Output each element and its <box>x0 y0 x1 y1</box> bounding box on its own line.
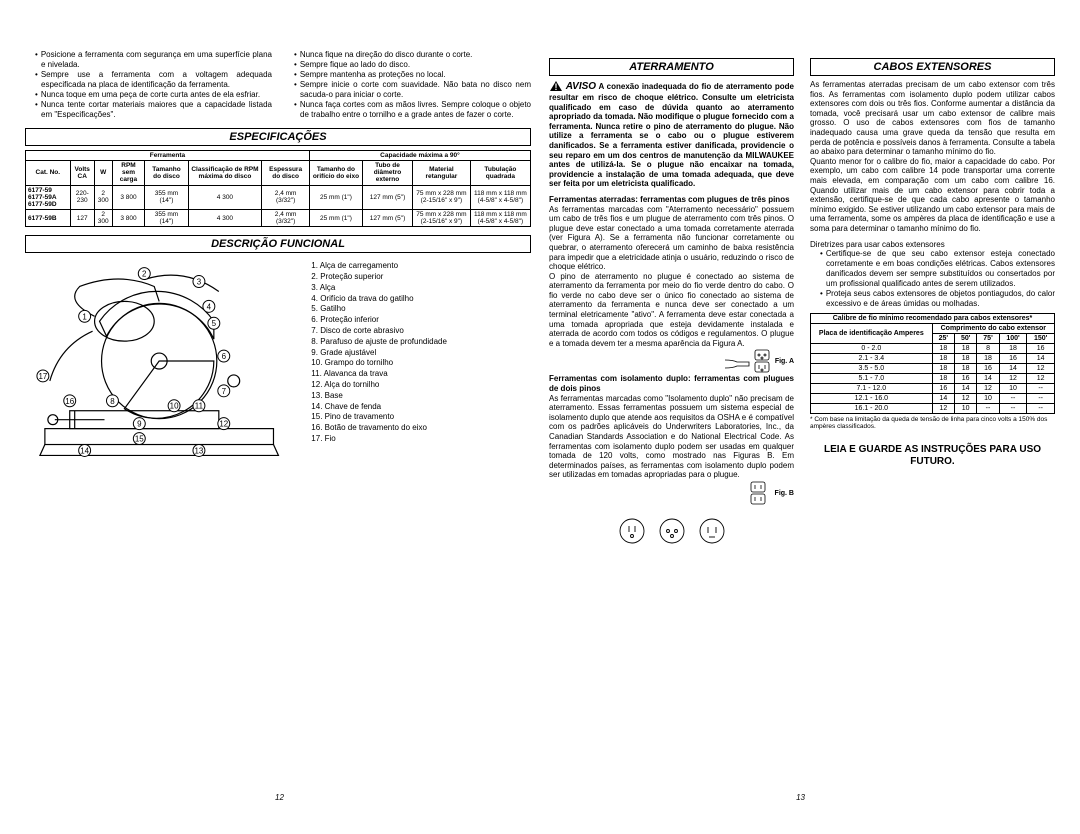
safety-bullet: Sempre use a ferramenta com a voltagem a… <box>35 70 272 90</box>
double-ins-body: As ferramentas marcadas como "Isolamento… <box>549 394 794 480</box>
page-13: ATERRAMENTO ! AVISO A conexão inadequada… <box>549 50 1055 790</box>
ext-row: 2.1 - 3.41818181614 <box>811 353 1055 363</box>
spec-row: 6177-59 6177-59A 6177-59D220-2302 3003 8… <box>26 185 531 209</box>
ext-footnote: * Com base na limitação da queda de tens… <box>810 416 1055 430</box>
plug-a-icon <box>723 348 773 374</box>
func-item: 7. Disco de corte abrasivo <box>311 326 531 337</box>
warning-icon: ! <box>549 80 563 92</box>
svg-text:6: 6 <box>222 352 227 361</box>
svg-text:8: 8 <box>110 397 115 406</box>
func-item: 9. Grade ajustável <box>311 348 531 359</box>
safety-bullet: Nunca toque em uma peça de corte curta a… <box>35 90 272 100</box>
func-item: 17. Fio <box>311 434 531 445</box>
svg-text:15: 15 <box>135 435 144 444</box>
ext-row: 3.5 - 5.01818161412 <box>811 363 1055 373</box>
func-item: 4. Orifício da trava do gatilho <box>311 294 531 305</box>
func-item: 15. Pino de travamento <box>311 412 531 423</box>
func-item: 10. Grampo do tornilho <box>311 358 531 369</box>
fig-a-row: Fig. A <box>549 348 794 374</box>
safety-bullet: Nunca fique na direção do disco durante … <box>294 50 531 60</box>
func-item: 13. Base <box>311 391 531 402</box>
safety-bullet: Sempre fique ao lado do disco. <box>294 60 531 70</box>
func-item: 14. Chave de fenda <box>311 402 531 413</box>
svg-text:7: 7 <box>222 387 227 396</box>
safety-bullet: Posicione a ferramenta com segurança em … <box>35 50 272 70</box>
svg-text:3: 3 <box>197 278 202 287</box>
safety-bullets: Posicione a ferramenta com segurança em … <box>25 50 531 120</box>
svg-text:14: 14 <box>80 447 89 456</box>
svg-text:13: 13 <box>195 447 204 456</box>
func-item: 11. Alavanca da trava <box>311 369 531 380</box>
header-descricao: DESCRIÇÃO FUNCIONAL <box>25 235 531 253</box>
func-item: 5. Gatilho <box>311 304 531 315</box>
functional-list: 1. Alça de carregamento2. Proteção super… <box>311 261 531 471</box>
ext-row: 12.1 - 16.0141210---- <box>811 393 1055 403</box>
header-aterramento: ATERRAMENTO <box>549 58 794 76</box>
svg-text:16: 16 <box>65 397 74 406</box>
fig-b-row: Fig. B <box>549 480 794 506</box>
spec-table: FerramentaCapacidade máxima a 90°Cat. No… <box>25 150 531 227</box>
diretrizes-list: Certifique-se de que seu cabo extensor e… <box>810 249 1055 309</box>
aviso-block: ! AVISO A conexão inadequada do fio de a… <box>549 80 794 189</box>
diretriz-item: Proteja seus cabos extensores de objetos… <box>820 289 1055 309</box>
tool-diagram: 1234567891011121314151617 <box>25 261 303 471</box>
svg-text:11: 11 <box>195 402 204 411</box>
svg-text:4: 4 <box>207 303 212 312</box>
svg-text:9: 9 <box>137 420 142 429</box>
safety-bullet: Nunca faça cortes com as mãos livres. Se… <box>294 100 531 120</box>
safety-bullet: Nunca tente cortar materiais maiores que… <box>35 100 272 120</box>
func-item: 6. Proteção inferior <box>311 315 531 326</box>
svg-text:10: 10 <box>170 402 179 411</box>
grounded-body-1: As ferramentas marcadas com "Aterramento… <box>549 205 794 272</box>
svg-text:2: 2 <box>142 270 147 279</box>
cabos-body-1: As ferramentas aterradas precisam de um … <box>810 80 1055 157</box>
cabos-body-2: Quanto menor for o calibre do fio, maior… <box>810 157 1055 234</box>
func-item: 12. Alça do tornilho <box>311 380 531 391</box>
ext-row: 0 - 2.0181881816 <box>811 343 1055 353</box>
outlets-icon <box>617 516 727 546</box>
page-number-13: 13 <box>796 793 805 802</box>
svg-text:12: 12 <box>219 420 228 429</box>
ext-row: 7.1 - 12.016141210-- <box>811 383 1055 393</box>
ext-row: 5.1 - 7.01816141212 <box>811 373 1055 383</box>
svg-text:17: 17 <box>38 372 47 381</box>
func-item: 2. Proteção superior <box>311 272 531 283</box>
header-cabos: CABOS EXTENSORES <box>810 58 1055 76</box>
safety-bullet: Sempre mantenha as proteções no local. <box>294 70 531 80</box>
read-save-instructions: LEIA E GUARDE AS INSTRUÇÕES PARA USO FUT… <box>810 444 1055 468</box>
grounded-tools-title: Ferramentas aterradas: ferramentas com p… <box>549 195 794 205</box>
aviso-label: AVISO <box>566 81 596 92</box>
double-ins-title: Ferramentas com isolamento duplo: ferram… <box>549 374 794 393</box>
safety-bullet: Sempre inicie o corte com suavidade. Não… <box>294 80 531 100</box>
ext-row: 16.1 - 20.01210------ <box>811 403 1055 413</box>
extension-cord-table: Calibre de fio mínimo recomendado para c… <box>810 313 1055 414</box>
svg-text:5: 5 <box>212 320 217 329</box>
diretrizes-title: Diretrizes para usar cabos extensores <box>810 240 1055 249</box>
svg-text:1: 1 <box>82 313 87 322</box>
svg-text:!: ! <box>555 82 558 92</box>
func-item: 16. Botão de travamento do eixo <box>311 423 531 434</box>
func-item: 1. Alça de carregamento <box>311 261 531 272</box>
page-12: Posicione a ferramenta com segurança em … <box>25 50 531 790</box>
func-item: 3. Alça <box>311 283 531 294</box>
header-especificacoes: ESPECIFICAÇÕES <box>25 128 531 146</box>
func-item: 8. Parafuso de ajuste de profundidade <box>311 337 531 348</box>
outlet-row <box>549 516 794 548</box>
grounded-body-2: O pino de aterramento no plugue é conect… <box>549 272 794 349</box>
page-number-12: 12 <box>275 793 284 802</box>
spec-row: 6177-59B1272 3003 800355 mm (14")4 3002,… <box>26 209 531 226</box>
diretriz-item: Certifique-se de que seu cabo extensor e… <box>820 249 1055 289</box>
plug-b-icon <box>745 480 773 506</box>
